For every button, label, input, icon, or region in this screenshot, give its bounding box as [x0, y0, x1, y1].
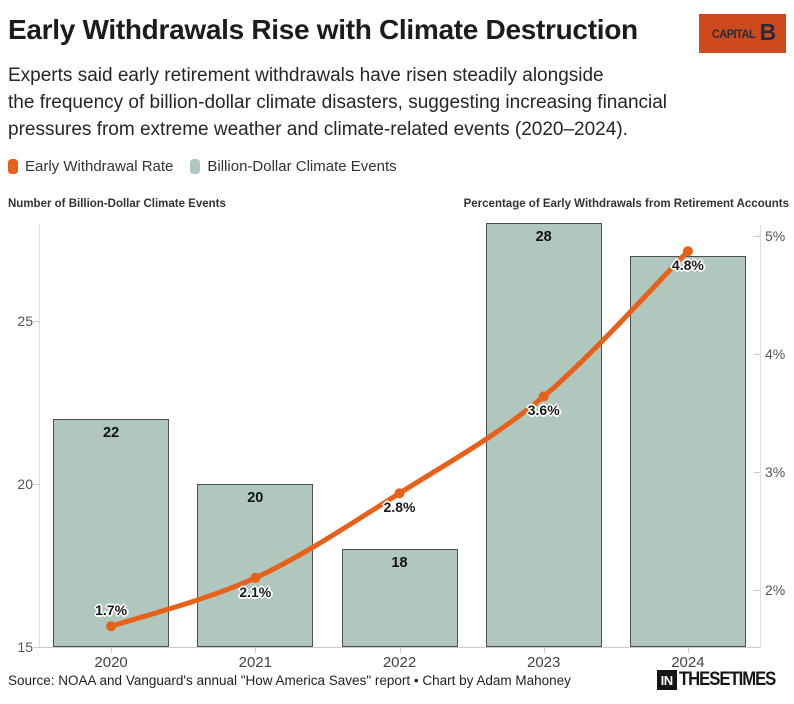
left-axis-title: Number of Billion-Dollar Climate Events	[8, 198, 226, 210]
bar-value-label: 20	[247, 490, 264, 506]
line-point-label: 2.8%	[383, 499, 416, 516]
y-axis-line-left	[39, 225, 40, 647]
chart-title: Early Withdrawals Rise with Climate Dest…	[8, 14, 638, 45]
left-axis-tick-mark	[33, 647, 39, 648]
legend-label: Early Withdrawal Rate	[25, 158, 174, 175]
right-axis-tick-label: 5%	[765, 228, 786, 244]
x-axis-label-2021: 2021	[238, 654, 272, 671]
right-axis-title: Percentage of Early Withdrawals from Ret…	[463, 198, 789, 210]
chart-subtitle-line: Experts said early retirement withdrawal…	[8, 65, 604, 86]
bar-2023	[485, 223, 602, 647]
x-axis-tick-mark	[255, 648, 257, 653]
left-axis-tick-mark	[33, 321, 39, 322]
right-axis-tick-label: 2%	[765, 582, 786, 598]
x-axis-label-2024: 2024	[671, 654, 705, 671]
legend-label: Billion-Dollar Climate Events	[207, 158, 397, 175]
early-withdrawal-rate-line-layer	[106, 246, 693, 632]
bar-value-label: 18	[391, 555, 408, 572]
itt-logo-wordmark: THESETIMES	[678, 669, 776, 690]
right-axis-tick-label: 3%	[765, 464, 786, 480]
itt-logo-in-box: IN	[656, 670, 677, 690]
x-axis-label-2020: 2020	[94, 654, 128, 671]
axis-titles-row: Number of Billion-Dollar Climate Events …	[0, 198, 794, 213]
line-point-label: 4.8%	[671, 257, 704, 274]
x-axis-label-2023: 2023	[527, 654, 561, 671]
bar-2022	[341, 549, 458, 647]
left-axis-tick-label: 25	[17, 313, 33, 329]
left-axis-tick-label: 20	[17, 476, 33, 492]
early-withdrawal-rate-line	[108, 248, 691, 629]
left-axis-tick-mark	[33, 484, 39, 485]
bar-2020	[53, 418, 170, 647]
x-axis-label-2022: 2022	[382, 654, 417, 671]
legend-item-billion-dollar-climate-events: Billion-Dollar Climate Events	[190, 158, 397, 175]
line-point-dot	[394, 488, 405, 499]
chart-subtitle-line: the frequency of billion-dollar climate …	[8, 92, 668, 113]
in-these-times-logo: IN THESETIMES	[656, 669, 788, 691]
line-point-dot	[250, 572, 261, 583]
chart-legend: Early Withdrawal Rate Billion-Dollar Cli…	[8, 158, 794, 175]
x-axis-baseline	[39, 647, 760, 648]
capital-b-logo-word: CAPITAL	[711, 26, 756, 41]
bar-2021	[197, 484, 314, 647]
line-point-label: 3.6%	[527, 402, 560, 419]
legend-item-early-withdrawal-rate: Early Withdrawal Rate	[8, 158, 173, 175]
bar-value-label: 28	[535, 229, 552, 246]
right-axis-tick-mark	[754, 236, 760, 237]
x-axis-tick-mark	[399, 648, 401, 653]
line-point-dot	[538, 391, 549, 402]
x-axis-tick-mark	[111, 648, 113, 653]
x-axis-tick-mark	[687, 648, 689, 653]
bar-2024	[629, 255, 746, 647]
line-point-label: 1.7%	[95, 602, 128, 619]
right-axis-tick-mark	[754, 354, 760, 355]
line-point-label: 2.1%	[239, 583, 272, 600]
line-point-dot	[682, 246, 693, 257]
footer: Source: NOAA and Vanguard's annual "How …	[8, 669, 788, 691]
bar-value-label: 22	[103, 424, 120, 441]
legend-swatch-early-withdrawal-rate	[8, 159, 18, 174]
y-axis-line-right	[760, 225, 761, 647]
capital-b-logo: CAPITAL B	[699, 14, 786, 53]
right-axis-tick-label: 4%	[765, 346, 786, 362]
chart-plot-area: 15 20 25 2% 3% 4% 5% 22 2020 20 2021 18 2022 28 2023 20…	[0, 217, 794, 677]
left-axis-tick-label: 15	[17, 639, 33, 655]
right-axis-tick-mark	[754, 590, 760, 591]
x-axis-tick-mark	[543, 648, 545, 653]
right-axis-tick-mark	[754, 472, 760, 473]
capital-b-logo-letter: B	[759, 19, 777, 45]
header: Early Withdrawals Rise with Climate Dest…	[0, 0, 794, 53]
chart-subtitle: Experts said early retirement withdrawal…	[8, 62, 794, 143]
chart-subtitle-line: pressures from extreme weather and clima…	[8, 119, 628, 140]
legend-swatch-billion-dollar-climate-events	[190, 159, 201, 174]
line-point-dot	[106, 621, 117, 632]
source-credit: Source: NOAA and Vanguard's annual "How …	[8, 672, 571, 688]
